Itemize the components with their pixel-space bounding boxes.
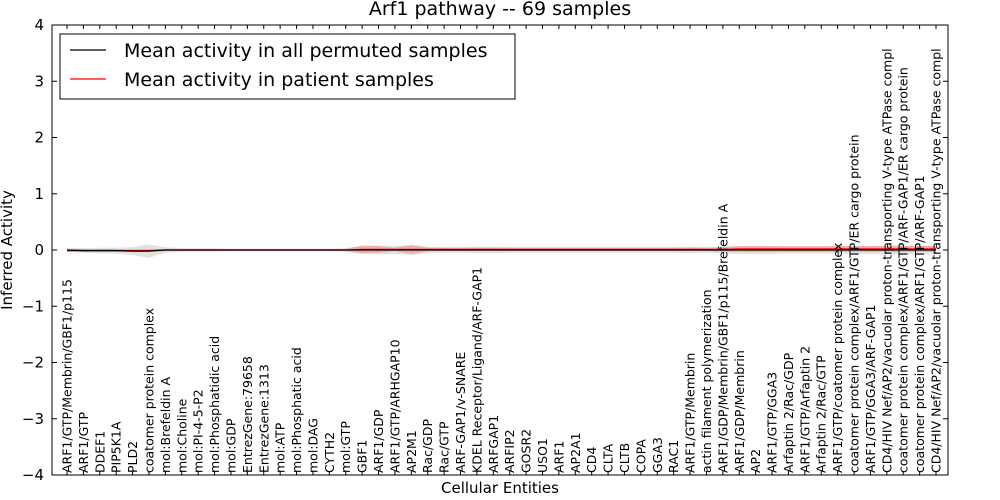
x-tick-label: PLD2 — [125, 441, 140, 473]
x-tick-label: PIP5K1A — [109, 421, 124, 473]
x-tick-label: ARF1/GTP — [76, 412, 91, 473]
x-tick-label: CD4/HIV Nef/AP2/vacuolar proton-transpor… — [929, 48, 944, 473]
x-tick-label: RAC1 — [666, 440, 681, 473]
x-tick-label: ARF1/GTP/coatomer protein complex — [830, 243, 845, 473]
legend-label-permuted: Mean activity in all permuted samples — [124, 40, 487, 62]
x-tick-label: mol:Choline — [174, 398, 189, 473]
chart-title: Arf1 pathway -- 69 samples — [369, 0, 631, 20]
x-tick-label: DDEF1 — [92, 431, 107, 473]
x-tick-label: AP2A1 — [568, 432, 583, 473]
x-tick-label: mol:Phosphatidic acid — [207, 336, 222, 473]
x-tick-label: ARF1/GDP/Membrin — [732, 350, 747, 473]
y-tick-label: −2 — [22, 354, 44, 372]
legend: Mean activity in all permuted samples Me… — [59, 33, 516, 100]
x-tick-label: CD4 — [584, 447, 599, 473]
y-axis: −4 −3 −2 −1 0 1 2 3 4 — [22, 16, 948, 484]
x-axis-label: Cellular Entities — [441, 479, 559, 497]
x-tick-label: CD4/HIV Nef/AP2/vacuolar proton-transpor… — [879, 48, 894, 473]
x-tick-label: Rac/GDP — [420, 419, 435, 473]
x-tick-label: ARF1/GTP/GGA3 — [765, 372, 780, 473]
x-tick-label: ARF1/GTP/Membrin — [683, 353, 698, 473]
band-series-0 — [67, 244, 936, 258]
x-tick-label: CLTA — [601, 443, 616, 473]
y-tick-label: −3 — [22, 410, 44, 428]
y-tick-label: 0 — [34, 241, 44, 259]
x-tick-label: actin filament polymerization — [699, 289, 714, 473]
x-tick-label: GGA3 — [650, 437, 665, 473]
x-tick-label: ARF1 — [551, 441, 566, 473]
x-tick-label: ARFIP2 — [502, 429, 517, 473]
x-tick-label: mol:ATP — [273, 422, 288, 473]
x-tick-label: Arfaptin 2/Rac/GDP — [781, 352, 796, 473]
y-tick-label: 1 — [34, 185, 44, 203]
x-tick-label: mol:DAG — [305, 418, 320, 473]
x-tick-label: GOSR2 — [519, 429, 534, 473]
x-tick-label: coatomer protein complex/ARF1/GTP/ARF-GA… — [896, 67, 911, 473]
y-tick-label: −1 — [22, 297, 44, 315]
x-tick-label: CYTH2 — [322, 432, 337, 473]
x-tick-label: COPA — [633, 439, 648, 473]
x-tick-label: mol:GTP — [338, 421, 353, 473]
x-tick-label: ARF1/GTP/ARHGAP10 — [387, 339, 402, 473]
x-tick-label: ARF1/GTP/Membrin/GBF1/p115 — [60, 279, 75, 473]
x-tick-label: AP2 — [748, 449, 763, 473]
y-tick-label: 4 — [34, 16, 44, 34]
x-tick-label: coatomer protein complex/ARF1/GTP/ARF-GA… — [912, 175, 927, 473]
uncertainty-bands — [67, 244, 936, 258]
x-tick-label: ARF1/GDP/Membrin/GBF1/p115/Brefeldin A — [715, 203, 730, 473]
x-tick-label: EntrezGene:1313 — [256, 364, 271, 473]
x-tick-label: coatomer protein complex/ARF1/GTP/ER car… — [847, 134, 862, 473]
x-tick-label: EntrezGene:79658 — [240, 356, 255, 473]
y-tick-label: −4 — [22, 466, 44, 484]
x-tick-label: Arfaptin 2/Rac/GTP — [814, 355, 829, 473]
x-tick-label: ARF-GAP1/v-SNARE — [453, 352, 468, 473]
y-tick-label: 3 — [34, 72, 44, 90]
y-axis-label: Inferred Activity — [0, 190, 16, 310]
legend-label-patient: Mean activity in patient samples — [124, 69, 434, 91]
x-tick-label: mol:GDP — [223, 418, 238, 473]
legend-box — [59, 33, 516, 100]
x-tick-label: ARF1/GDP — [371, 409, 386, 473]
line-series-0 — [66, 249, 936, 252]
x-tick-label: KDEL Receptor/Ligand/ARF-GAP1 — [469, 267, 484, 473]
x-tick-label: mol:Brefeldin A — [158, 376, 173, 473]
x-tick-label: USO1 — [535, 438, 550, 473]
x-tick-label: mol:Phosphatic acid — [289, 347, 304, 473]
x-tick-label: AP2M1 — [404, 430, 419, 473]
x-tick-label: mol:PI-4-5-P2 — [191, 389, 206, 473]
y-tick-label: 2 — [34, 129, 44, 147]
x-tick-label: ARF1/GTP/GGA3/ARF-GAP1 — [863, 305, 878, 473]
x-tick-label: Rac/GTP — [437, 421, 452, 473]
x-tick-label: CLTB — [617, 443, 632, 473]
x-tick-label: ARFGAP1 — [486, 415, 501, 473]
x-tick-label: coatomer protein complex — [141, 308, 156, 473]
x-axis: ARF1/GTP/Membrin/GBF1/p115 ARF1/GTP DDEF1 P… — [60, 25, 944, 475]
series-lines — [66, 248, 936, 252]
x-tick-label: GBF1 — [355, 440, 370, 473]
x-tick-label: ARF1/GTP/Arfaptin 2 — [797, 346, 812, 473]
